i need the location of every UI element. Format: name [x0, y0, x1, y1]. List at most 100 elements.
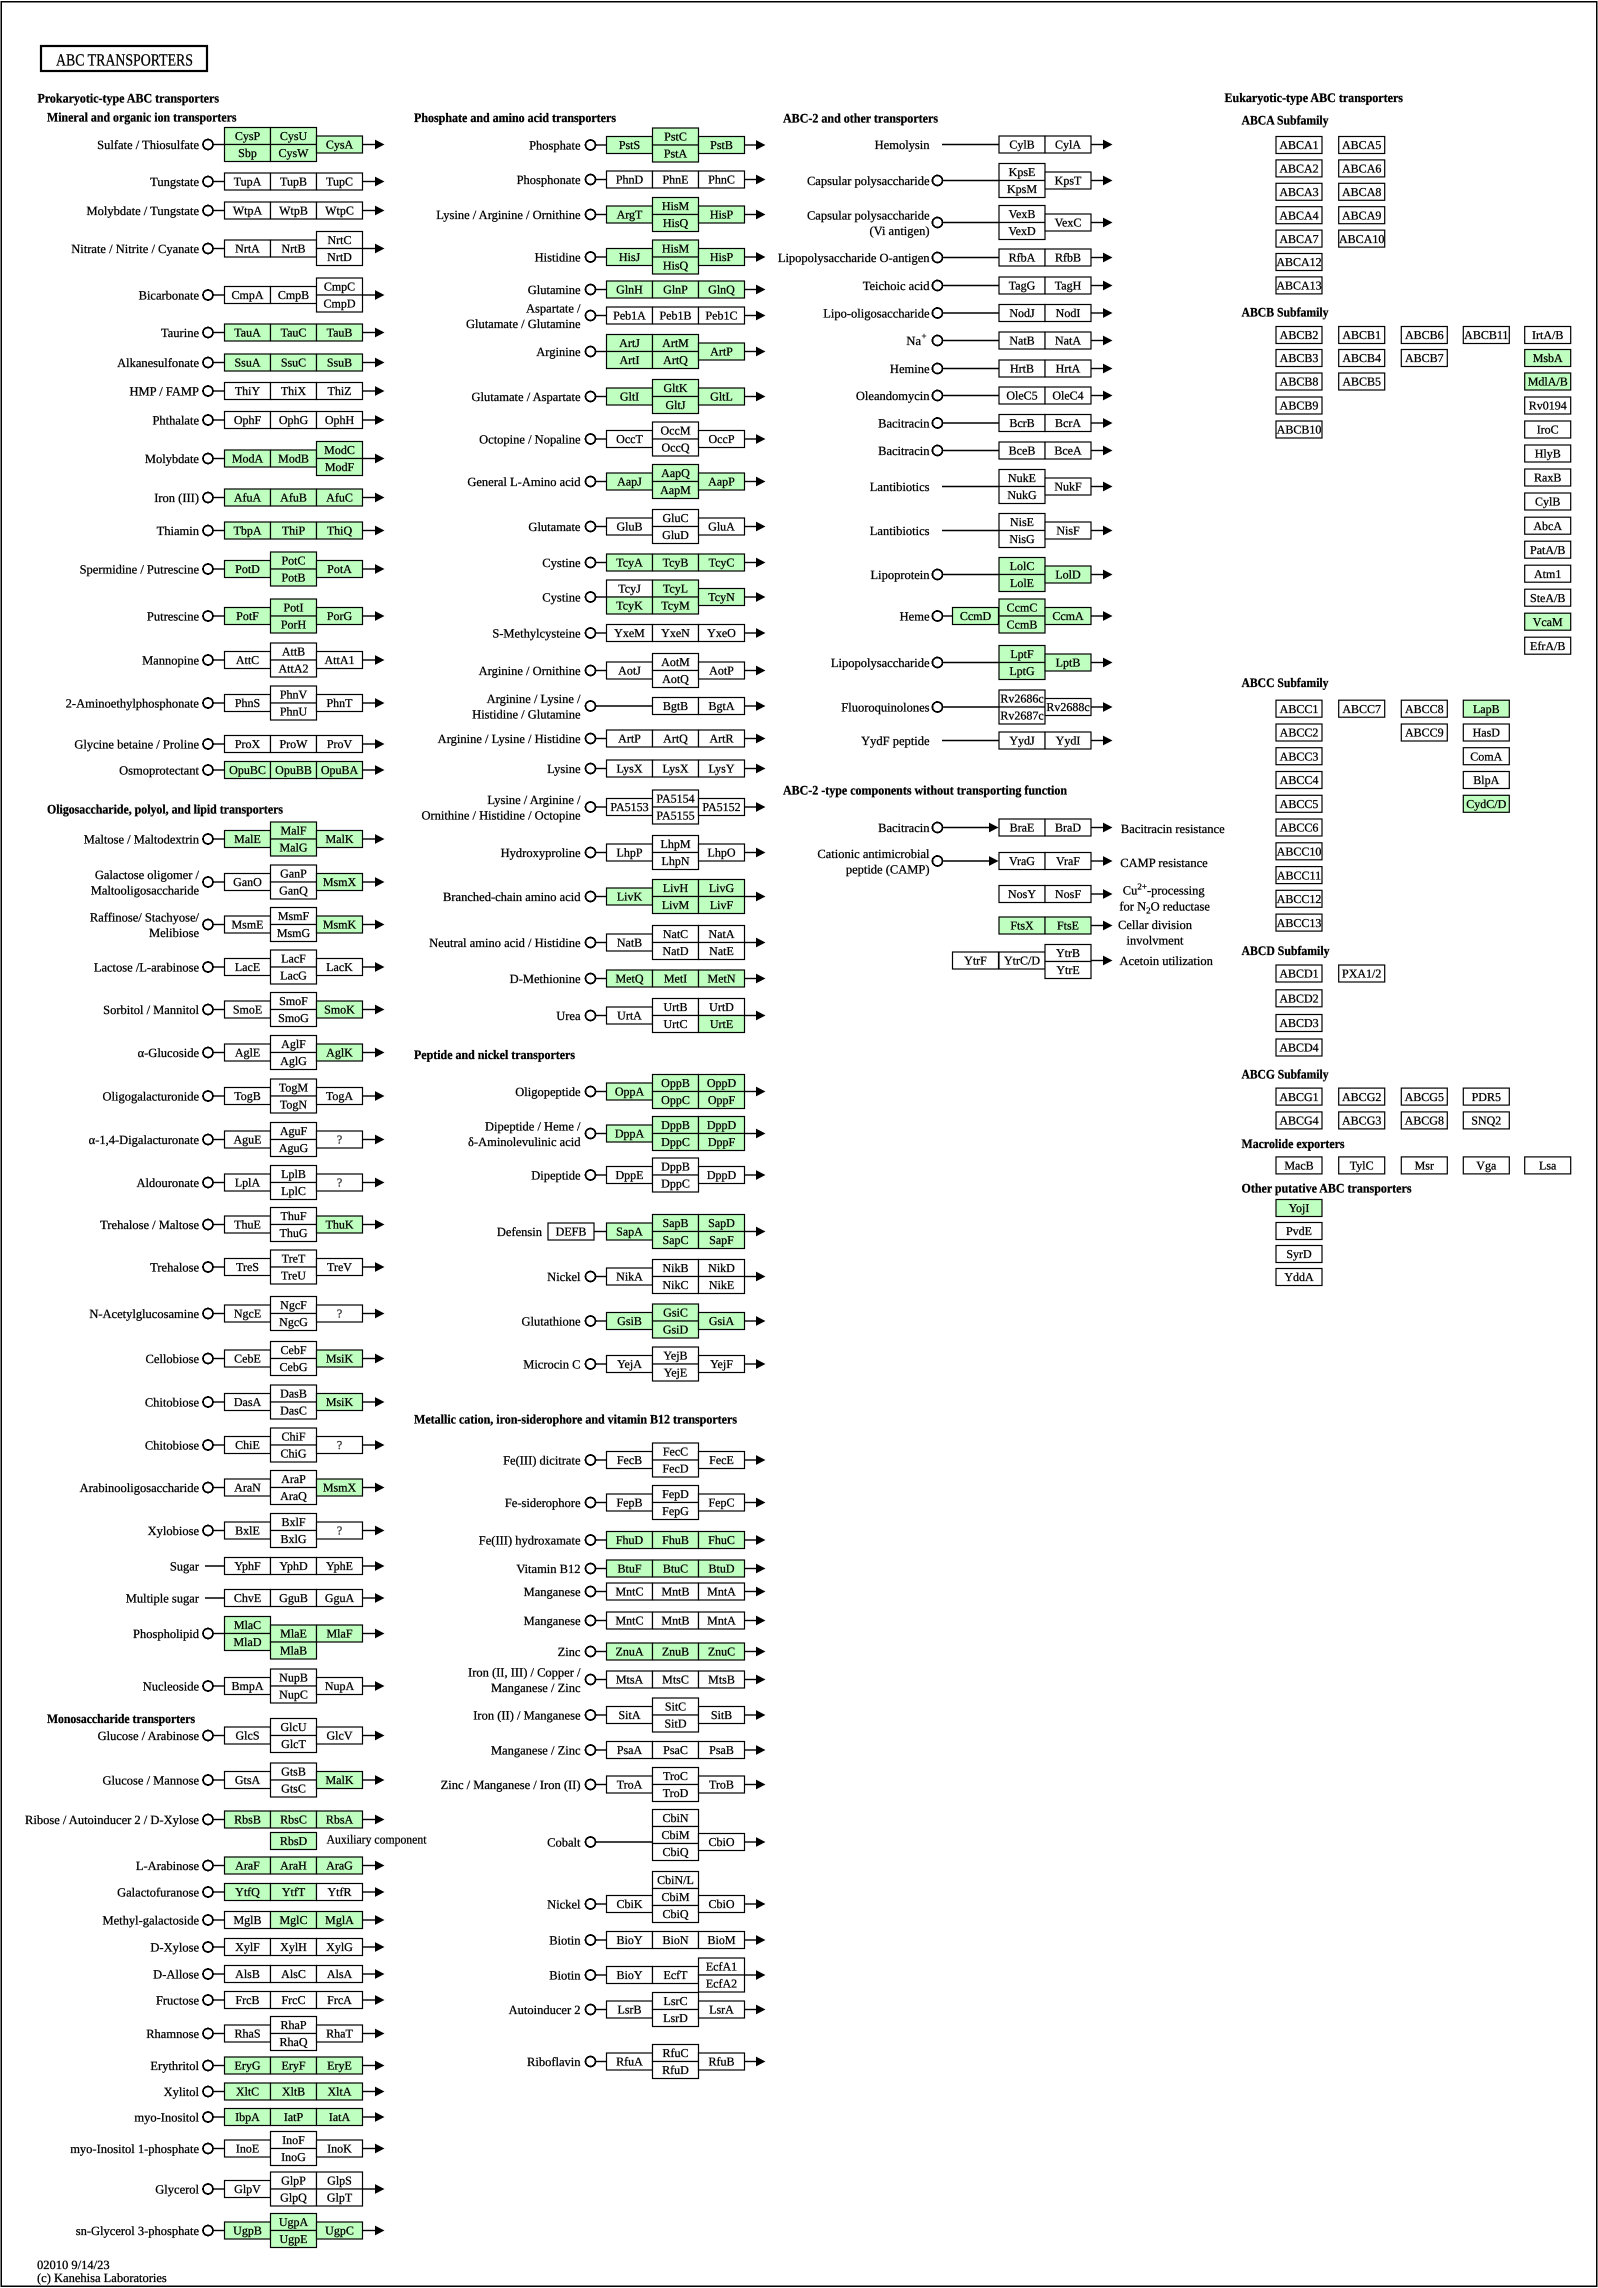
svg-text:TauC: TauC — [281, 326, 307, 340]
svg-text:NukF: NukF — [1054, 480, 1082, 494]
svg-text:Phosphonate: Phosphonate — [517, 173, 581, 187]
svg-text:Peptide and nickel transporter: Peptide and nickel transporters — [414, 1047, 575, 1062]
svg-text:RfuD: RfuD — [662, 2063, 689, 2077]
svg-text:Macrolide exporters: Macrolide exporters — [1242, 1136, 1345, 1151]
svg-text:Hemine: Hemine — [890, 362, 930, 376]
svg-text:WtpB: WtpB — [279, 204, 308, 218]
svg-text:CbiQ: CbiQ — [662, 1845, 688, 1859]
svg-text:NikB: NikB — [662, 1261, 688, 1275]
svg-text:AglK: AglK — [326, 1046, 353, 1060]
svg-text:Arginine / Lysine / Histidine: Arginine / Lysine / Histidine — [438, 732, 581, 746]
svg-text:AguG: AguG — [279, 1141, 309, 1155]
svg-text:MntC: MntC — [615, 1614, 643, 1628]
svg-text:OleC5: OleC5 — [1006, 389, 1037, 403]
svg-text:GluC: GluC — [662, 511, 688, 525]
svg-text:MtsC: MtsC — [662, 1673, 689, 1687]
svg-text:ArtQ: ArtQ — [663, 732, 688, 746]
svg-text:Neutral amino acid / Histidine: Neutral amino acid / Histidine — [429, 936, 581, 950]
svg-text:AotQ: AotQ — [662, 672, 689, 686]
svg-text:PotA: PotA — [327, 562, 352, 576]
svg-text:ArgT: ArgT — [617, 208, 643, 222]
svg-text:YydJ: YydJ — [1009, 734, 1035, 748]
svg-text:PhnS: PhnS — [235, 696, 260, 710]
svg-text:OphG: OphG — [279, 413, 309, 427]
svg-text:YtrC/D: YtrC/D — [1004, 954, 1040, 968]
svg-text:NatA: NatA — [1055, 334, 1081, 348]
svg-text:OppF: OppF — [708, 1093, 736, 1107]
svg-text:RfuA: RfuA — [616, 2055, 643, 2069]
svg-text:TupA: TupA — [234, 175, 262, 189]
svg-text:SsuA: SsuA — [234, 356, 260, 370]
svg-text:EcfA2: EcfA2 — [706, 1977, 737, 1991]
svg-text:VexD: VexD — [1008, 224, 1036, 238]
svg-text:RfbA: RfbA — [1009, 251, 1036, 265]
svg-text:NatD: NatD — [663, 944, 689, 958]
svg-text:UrtA: UrtA — [617, 1009, 642, 1023]
svg-text:Cobalt: Cobalt — [547, 1836, 581, 1850]
svg-text:YtfQ: YtfQ — [235, 1885, 260, 1899]
svg-text:NatB: NatB — [1009, 334, 1034, 348]
svg-text:BgtB: BgtB — [663, 699, 688, 713]
svg-text:Eukaryotic-type ABC transporte: Eukaryotic-type ABC transporters — [1225, 90, 1404, 105]
svg-text:AapM: AapM — [660, 483, 691, 497]
svg-text:ChiG: ChiG — [280, 1447, 306, 1461]
svg-text:Nickel: Nickel — [547, 1270, 581, 1284]
svg-text:Glucose / Mannose: Glucose / Mannose — [102, 1774, 199, 1788]
svg-text:DppD: DppD — [707, 1118, 737, 1132]
svg-text:VraG: VraG — [1009, 854, 1035, 868]
svg-text:Zinc: Zinc — [558, 1645, 581, 1659]
svg-text:L-Arabinose: L-Arabinose — [136, 1859, 200, 1873]
svg-text:OccQ: OccQ — [662, 441, 690, 455]
svg-text:OppD: OppD — [707, 1076, 737, 1090]
svg-text:KpsT: KpsT — [1055, 174, 1082, 188]
svg-text:Sbp: Sbp — [238, 146, 257, 160]
svg-text:PhnE: PhnE — [662, 173, 688, 187]
svg-text:CylB: CylB — [1009, 138, 1034, 152]
svg-text:PsaC: PsaC — [663, 1743, 688, 1757]
svg-text:ABCG Subfamily: ABCG Subfamily — [1242, 1067, 1329, 1082]
svg-text:ABCD1: ABCD1 — [1279, 967, 1318, 981]
svg-text:Methyl-galactoside: Methyl-galactoside — [103, 1914, 200, 1928]
svg-text:HisP: HisP — [710, 208, 734, 222]
svg-text:CcmA: CcmA — [1052, 609, 1084, 623]
svg-text:ComA: ComA — [1470, 749, 1502, 763]
svg-text:sn-Glycerol 3-phosphate: sn-Glycerol 3-phosphate — [76, 2224, 200, 2238]
svg-text:BioN: BioN — [662, 1933, 688, 1947]
svg-text:TogN: TogN — [280, 1098, 307, 1112]
svg-text:ThiX: ThiX — [281, 384, 307, 398]
svg-text:ABCG1: ABCG1 — [1279, 1090, 1318, 1104]
svg-text:LolE: LolE — [1010, 576, 1034, 590]
svg-text:MlaC: MlaC — [234, 1618, 261, 1632]
svg-text:CbiQ: CbiQ — [662, 1907, 688, 1921]
svg-text:Branched-chain amino acid: Branched-chain amino acid — [443, 890, 581, 904]
svg-text:PstB: PstB — [710, 138, 733, 152]
svg-text:Trehalose / Maltose: Trehalose / Maltose — [100, 1218, 199, 1232]
svg-text:DppA: DppA — [615, 1127, 645, 1141]
svg-text:ChiF: ChiF — [281, 1430, 305, 1444]
svg-text:MsmX: MsmX — [323, 875, 357, 889]
svg-text:Putrescine: Putrescine — [147, 610, 200, 624]
svg-text:ABCB10: ABCB10 — [1277, 423, 1322, 437]
svg-text:FrcC: FrcC — [282, 1993, 306, 2007]
svg-text:NosY: NosY — [1008, 887, 1036, 901]
svg-text:FtsX: FtsX — [1010, 919, 1034, 933]
svg-text:PhnU: PhnU — [280, 705, 308, 719]
svg-text:UrtC: UrtC — [664, 1017, 688, 1031]
svg-text:ModA: ModA — [232, 452, 264, 466]
svg-text:FhuC: FhuC — [708, 1533, 735, 1547]
svg-text:Iron (II) / Manganese: Iron (II) / Manganese — [473, 1709, 581, 1723]
svg-text:TcyL: TcyL — [663, 582, 688, 596]
svg-text:Capsular polysaccharide: Capsular polysaccharide — [807, 209, 930, 223]
svg-text:PorG: PorG — [327, 609, 353, 623]
svg-text:HrtB: HrtB — [1010, 362, 1034, 376]
svg-text:RaxB: RaxB — [1534, 471, 1561, 485]
svg-text:MetN: MetN — [708, 972, 736, 986]
svg-text:LplB: LplB — [281, 1167, 306, 1181]
svg-text:TogB: TogB — [234, 1089, 261, 1103]
svg-text:TagG: TagG — [1009, 279, 1036, 293]
svg-text:CbiK: CbiK — [616, 1897, 642, 1911]
svg-text:EcfA1: EcfA1 — [706, 1960, 737, 1974]
svg-text:ABCC2: ABCC2 — [1280, 726, 1319, 740]
svg-text:Histidine: Histidine — [535, 251, 581, 265]
svg-text:Vitamin B12: Vitamin B12 — [516, 1562, 580, 1576]
